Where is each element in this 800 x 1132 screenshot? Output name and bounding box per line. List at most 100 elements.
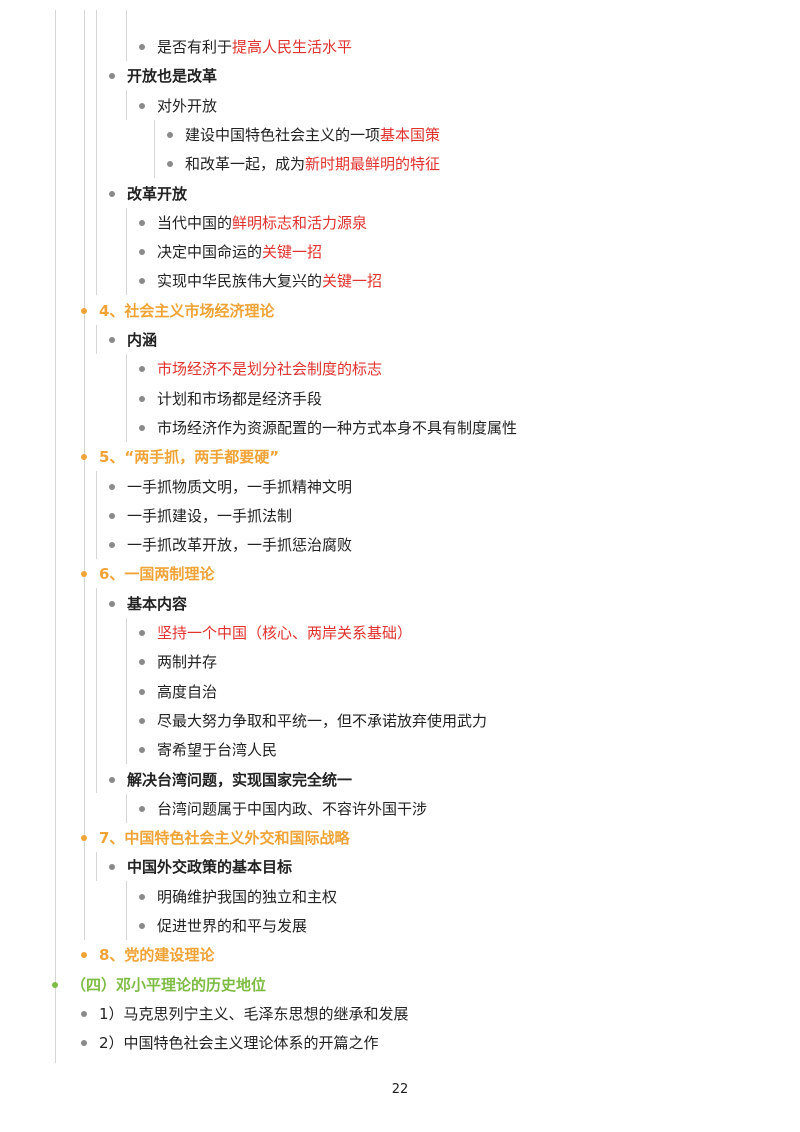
outline-item-text: 是否有利于提高人民生活水平 <box>157 32 352 62</box>
item-text: 决定中国命运的 <box>157 243 263 262</box>
item-text: （四）邓小平理论的历史地位 <box>71 975 267 994</box>
bullet-dot-icon <box>139 278 145 285</box>
outline-item-text: 明确维护我国的独立和主权 <box>157 882 337 912</box>
indent-guide-line <box>126 793 127 823</box>
bullet-dot-icon <box>52 981 58 988</box>
outline-item-text: 一手抓建设，一手抓法制 <box>127 501 292 531</box>
bullet-dot-icon <box>139 688 145 695</box>
outline-item-text: 市场经济不是划分社会制度的标志 <box>157 354 382 384</box>
indent-guide-line <box>126 207 127 296</box>
item-text: 对外开放 <box>157 96 218 115</box>
outline-item-text: 计划和市场都是经济手段 <box>157 384 322 414</box>
bullet-dot-icon <box>109 73 115 80</box>
bullet-dot-icon <box>139 44 145 50</box>
indent-guide-line <box>126 10 127 61</box>
bullet-dot-icon <box>109 190 115 197</box>
bullet-dot-icon <box>167 161 173 168</box>
outline-item-text: 中国外交政策的基本目标 <box>127 852 292 882</box>
item-text: 高度自治 <box>157 682 218 701</box>
bullet-dot-icon <box>139 249 145 256</box>
bullet-dot-icon <box>81 307 87 314</box>
bullet-dot-icon <box>109 337 115 343</box>
outline-item-text: 实现中华民族伟大复兴的关键一招 <box>157 266 382 296</box>
item-text: 5、“两手抓，两手都要硬” <box>99 448 280 467</box>
highlight-text: 鲜明标志和活力源泉 <box>232 213 368 232</box>
item-text: 促进世界的和平与发展 <box>157 917 308 935</box>
bullet-dot-icon <box>81 1040 87 1047</box>
bullet-dot-icon <box>109 600 115 607</box>
outline-item-text: 对外开放 <box>157 91 217 121</box>
bullet-dot-icon <box>139 747 145 754</box>
page-number: 22 <box>391 1082 409 1097</box>
indent-guide-line <box>96 852 97 882</box>
outline-item-text: 促进世界的和平与发展 <box>157 911 307 941</box>
item-text: 中国外交政策的基本目标 <box>127 858 293 877</box>
bullet-dot-icon <box>167 131 173 138</box>
item-text: 4、社会主义市场经济理论 <box>99 301 275 320</box>
bullet-dot-icon <box>139 424 145 431</box>
highlight-text: 坚持一个中国（核心、两岸关系基础） <box>157 624 413 642</box>
outline-item-text: 市场经济作为资源配置的一种方式本身不具有制度属性 <box>157 413 517 443</box>
outline-item-text: 决定中国命运的关键一招 <box>157 237 322 267</box>
indent-guide-line <box>126 881 127 940</box>
outline-item-text: 1）马克思列宁主义、毛泽东思想的继承和发展 <box>99 999 409 1029</box>
item-text: 一手抓物质文明，一手抓精神文明 <box>127 477 353 496</box>
bullet-dot-icon <box>139 893 145 900</box>
bullet-dot-icon <box>81 835 87 842</box>
bullet-dot-icon <box>109 776 115 783</box>
indent-guide-line <box>96 588 97 794</box>
outline-item-text: 尽最大努力争取和平统一，但不承诺放弃使用武力 <box>157 706 487 736</box>
bullet-dot-icon <box>109 542 115 549</box>
outline-item-text: 两制并存 <box>157 647 217 677</box>
bullet-dot-icon <box>81 1010 87 1017</box>
item-text: 开放也是改革 <box>127 67 218 86</box>
outline-item-text: 当代中国的鲜明标志和活力源泉 <box>157 208 367 238</box>
item-text: 和改革一起，成为 <box>185 155 306 174</box>
indent-guide-line <box>126 90 127 120</box>
item-text: 建设中国特色社会主义的一项 <box>185 125 381 144</box>
item-text: 是否有利于 <box>157 38 233 56</box>
outline-item-text: 一手抓改革开放，一手抓惩治腐败 <box>127 530 352 560</box>
item-text: 两制并存 <box>157 653 218 672</box>
highlight-text: 市场经济不是划分社会制度的标志 <box>157 360 383 379</box>
item-text: 7、中国特色社会主义外交和国际战略 <box>99 829 350 848</box>
item-text: 台湾问题属于中国内政、不容许外国干涉 <box>157 799 428 818</box>
indent-guide-line <box>96 10 97 296</box>
item-text: 明确维护我国的独立和主权 <box>157 887 338 906</box>
item-text: 解决台湾问题，实现国家完全统一 <box>127 770 353 789</box>
indent-guide-line <box>96 471 97 560</box>
bullet-dot-icon <box>139 395 145 402</box>
item-text: 一手抓改革开放，一手抓惩治腐败 <box>127 536 353 555</box>
item-text: 内涵 <box>127 331 158 349</box>
indent-guide-line <box>55 10 56 1064</box>
bullet-dot-icon <box>139 805 145 812</box>
bullet-dot-icon <box>139 923 145 929</box>
item-text: 基本内容 <box>127 594 188 613</box>
outline-item-text: 坚持一个中国（核心、两岸关系基础） <box>157 618 412 648</box>
highlight-text: 基本国策 <box>380 125 441 144</box>
outline-item-text: 2）中国特色社会主义理论体系的开篇之作 <box>99 1028 379 1058</box>
item-text: 8、党的建设理论 <box>99 946 215 965</box>
bullet-dot-icon <box>109 483 115 490</box>
bullet-dot-icon <box>139 630 145 636</box>
outline-item-text: 基本内容 <box>127 589 187 619</box>
highlight-text: 关键一招 <box>262 243 323 262</box>
outline-item-text: 4、社会主义市场经济理论 <box>99 296 274 326</box>
outline-item-text: 开放也是改革 <box>127 61 217 91</box>
bullet-dot-icon <box>81 571 87 578</box>
item-text: 6、一国两制理论 <box>99 565 215 584</box>
item-text: 寄希望于台湾人民 <box>157 741 278 760</box>
item-text: 实现中华民族伟大复兴的 <box>157 272 323 291</box>
item-text: 计划和市场都是经济手段 <box>157 389 323 408</box>
bullet-dot-icon <box>139 102 145 109</box>
item-text: 市场经济作为资源配置的一种方式本身不具有制度属性 <box>157 418 518 437</box>
item-text: 1）马克思列宁主义、毛泽东思想的继承和发展 <box>99 1004 409 1023</box>
bullet-dot-icon <box>109 512 115 519</box>
item-text: 2）中国特色社会主义理论体系的开篇之作 <box>99 1034 379 1053</box>
indent-guide-line <box>96 324 97 354</box>
outline-item-text: 改革开放 <box>127 179 187 209</box>
bullet-dot-icon <box>81 952 87 959</box>
item-text: 尽最大努力争取和平统一，但不承诺放弃使用武力 <box>157 711 488 730</box>
bullet-dot-icon <box>109 864 115 871</box>
outline-item-text: 寄希望于台湾人民 <box>157 735 277 765</box>
